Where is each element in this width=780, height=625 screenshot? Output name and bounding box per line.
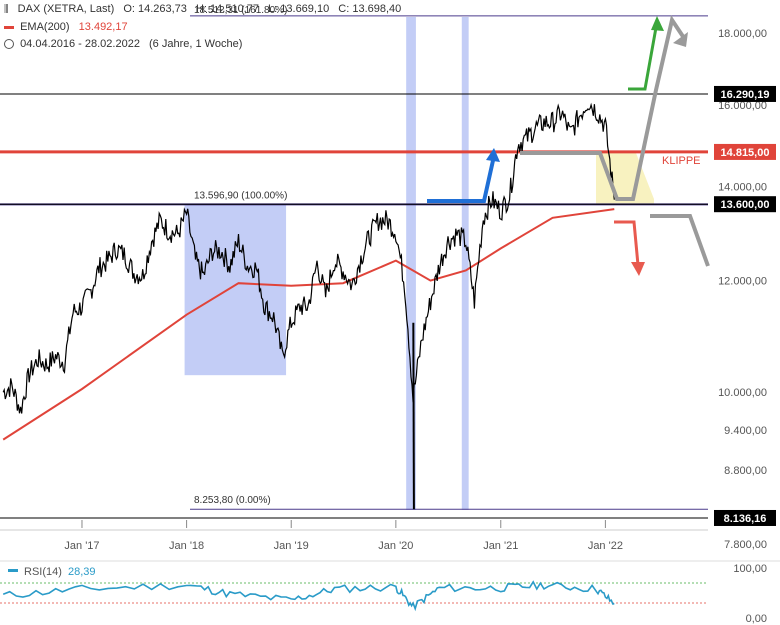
y-tick-label: 12.000,00 <box>718 276 767 288</box>
rsi-legend-swatch <box>8 569 18 572</box>
x-tick-label: Jan '20 <box>378 540 413 552</box>
klippe-label: KLIPPE <box>662 155 701 167</box>
x-tick-label: Jan '21 <box>483 540 518 552</box>
grey-arrow-head <box>673 32 688 47</box>
price-label-text: 13.600,00 <box>721 199 770 211</box>
highlight-band <box>461 17 469 510</box>
x-tick-label: Jan '17 <box>64 540 99 552</box>
price-label-box <box>714 143 776 160</box>
fib-0-label: 8.253,80 (0.00%) <box>194 495 271 506</box>
y-tick-label: 8.800,00 <box>724 465 767 477</box>
price-label-box <box>714 85 776 102</box>
ema-legend-value: 13.492,17 <box>78 21 128 33</box>
red-arrow-path <box>614 220 640 266</box>
y-tick-label: 10.000,00 <box>718 387 767 399</box>
low-value: L: 13.669,10 <box>268 3 330 15</box>
ema-legend-label: EMA(200) <box>20 21 70 33</box>
price-label-box <box>714 196 776 213</box>
green-arrow-path <box>628 21 659 91</box>
blue-arrow-path <box>427 155 496 203</box>
ema-200-line <box>2 208 615 441</box>
red-arrow-head <box>631 262 645 276</box>
x-tick-label: Jan '18 <box>169 540 204 552</box>
price-label-text: 14.815,00 <box>721 147 770 159</box>
x-tick-label: Jan '19 <box>274 540 309 552</box>
grey-scenario-down <box>650 214 710 267</box>
rsi-legend-label: RSI(14) <box>24 566 62 578</box>
price-label-text: 8.136,16 <box>724 513 767 525</box>
fib-161-label: 18.512,31 (161.80%) <box>194 5 287 16</box>
y-tick-label: 9.400,00 <box>724 425 767 437</box>
date-duration: (6 Jahre, 1 Woche) <box>149 38 243 50</box>
high-value: H: 14.510,77 <box>195 3 259 15</box>
bars-icon: ⫼ <box>4 4 9 15</box>
open-value: O: 14.263,73 <box>123 3 187 15</box>
chart-header-row2: EMA(200) 13.492,17 <box>4 21 134 33</box>
ema-legend-swatch <box>4 25 14 29</box>
fib-100-label: 13.596,90 (100.00%) <box>194 190 287 201</box>
chart-header-row3: 04.04.2016 - 28.02.2022 (6 Jahre, 1 Woch… <box>4 38 248 50</box>
price-line <box>2 102 615 414</box>
rsi-line <box>2 580 615 612</box>
clock-icon <box>4 39 14 50</box>
highlight-band <box>184 204 287 376</box>
green-arrow-head <box>651 16 664 31</box>
date-range: 04.04.2016 - 28.02.2022 <box>20 38 140 50</box>
price-crash-bar <box>412 322 415 510</box>
rsi-legend-value: 28,39 <box>68 566 96 578</box>
blue-arrow-head <box>486 148 500 162</box>
chart-header-row1: ⫼ DAX (XETRA, Last) O: 14.263,73 H: 14.5… <box>4 3 407 15</box>
y-tick-label: 7.800,00 <box>724 539 767 551</box>
rsi-tick-label: 0,00 <box>746 613 767 625</box>
price-label-text: 16.290,19 <box>721 89 770 101</box>
symbol-label: DAX (XETRA, Last) <box>17 3 115 15</box>
x-tick-label: Jan '22 <box>588 540 623 552</box>
highlight-band <box>406 17 416 510</box>
price-label-box <box>714 509 776 526</box>
y-tick-label: 14.000,00 <box>718 181 767 193</box>
grey-scenario-up <box>520 15 686 201</box>
y-tick-label: 18.000,00 <box>718 28 767 40</box>
y-tick-label: 16.000,00 <box>718 100 767 112</box>
rsi-tick-label: 100,00 <box>733 563 767 575</box>
close-value: C: 13.698,40 <box>338 3 402 15</box>
